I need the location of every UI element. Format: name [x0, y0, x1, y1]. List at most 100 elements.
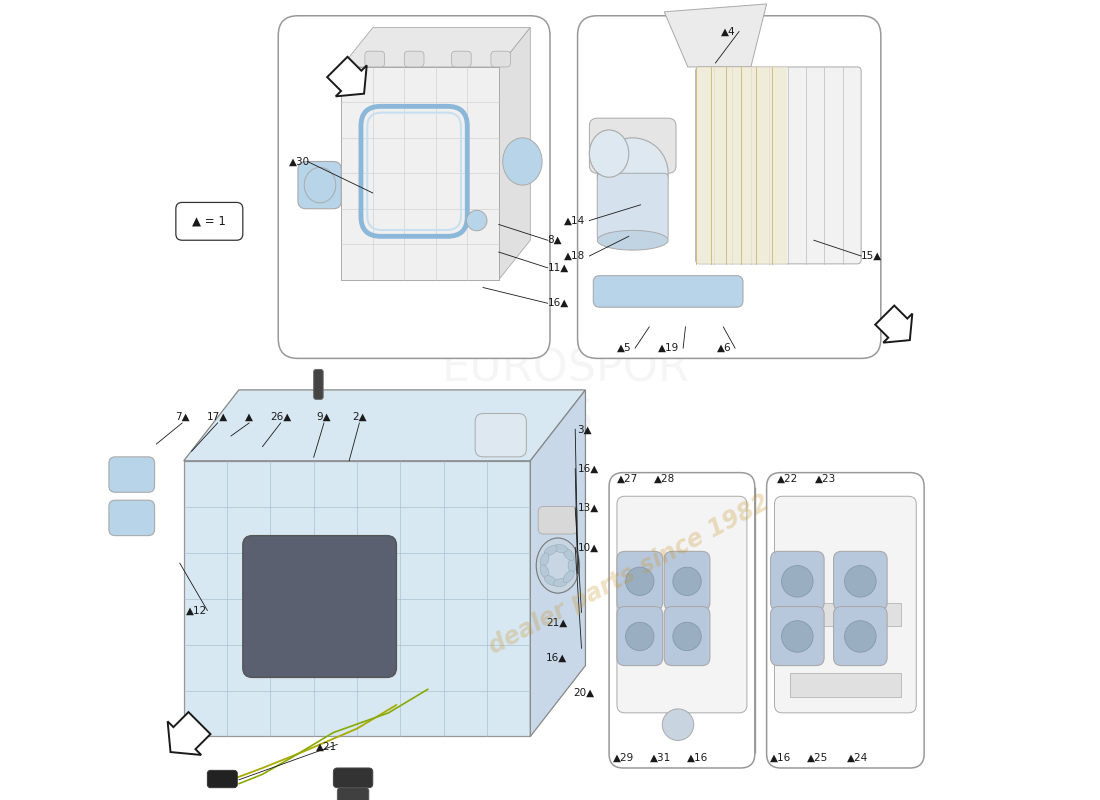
FancyBboxPatch shape	[617, 496, 747, 713]
Polygon shape	[790, 674, 901, 697]
Text: 7▲: 7▲	[175, 411, 189, 422]
FancyBboxPatch shape	[578, 16, 881, 358]
Text: ▲23: ▲23	[815, 474, 836, 484]
FancyBboxPatch shape	[609, 473, 755, 768]
Text: ▲16: ▲16	[688, 753, 708, 762]
Ellipse shape	[553, 578, 568, 586]
Text: ▲19: ▲19	[658, 343, 679, 353]
FancyBboxPatch shape	[593, 276, 743, 307]
Text: ▲28: ▲28	[653, 474, 674, 484]
Text: dealer parts since 1982: dealer parts since 1982	[484, 490, 773, 659]
Text: ▲6: ▲6	[716, 343, 732, 353]
Ellipse shape	[590, 130, 629, 178]
Polygon shape	[327, 57, 366, 96]
Text: 8▲: 8▲	[548, 235, 562, 246]
Text: ▲5: ▲5	[616, 343, 631, 353]
Ellipse shape	[503, 138, 542, 185]
Text: 17▲: 17▲	[207, 411, 228, 422]
FancyBboxPatch shape	[405, 51, 424, 67]
Circle shape	[626, 567, 654, 595]
FancyBboxPatch shape	[664, 606, 710, 666]
Text: ▲12: ▲12	[186, 606, 208, 615]
Text: 2▲: 2▲	[352, 411, 366, 422]
Polygon shape	[184, 390, 585, 461]
FancyBboxPatch shape	[771, 606, 824, 666]
Circle shape	[782, 621, 813, 652]
Circle shape	[662, 709, 694, 741]
Ellipse shape	[540, 565, 549, 578]
Circle shape	[673, 567, 701, 595]
Text: ▲30: ▲30	[288, 157, 310, 166]
Ellipse shape	[568, 558, 576, 573]
Text: 20▲: 20▲	[573, 688, 595, 698]
Ellipse shape	[597, 138, 668, 209]
Circle shape	[466, 210, 487, 230]
Text: 26▲: 26▲	[270, 411, 292, 422]
FancyBboxPatch shape	[298, 162, 341, 209]
FancyBboxPatch shape	[617, 606, 662, 666]
Text: ▲27: ▲27	[617, 474, 638, 484]
Text: ▲24: ▲24	[847, 753, 868, 762]
Circle shape	[626, 622, 654, 650]
Polygon shape	[876, 306, 912, 342]
Circle shape	[845, 621, 876, 652]
Ellipse shape	[544, 546, 558, 555]
FancyBboxPatch shape	[834, 606, 887, 666]
Polygon shape	[790, 602, 901, 626]
FancyBboxPatch shape	[333, 768, 373, 788]
Text: 16▲: 16▲	[578, 464, 598, 474]
FancyBboxPatch shape	[617, 551, 662, 610]
FancyBboxPatch shape	[695, 67, 861, 264]
Text: 15▲: 15▲	[861, 251, 882, 261]
FancyBboxPatch shape	[475, 414, 527, 457]
Polygon shape	[530, 390, 585, 737]
Text: ▲29: ▲29	[613, 753, 634, 762]
FancyBboxPatch shape	[774, 496, 916, 713]
FancyBboxPatch shape	[314, 370, 323, 399]
Polygon shape	[341, 27, 530, 67]
Text: EUROSPOR
TS: EUROSPOR TS	[442, 347, 690, 440]
Ellipse shape	[563, 549, 574, 561]
Text: ▲22: ▲22	[778, 474, 799, 484]
FancyBboxPatch shape	[365, 51, 385, 67]
FancyBboxPatch shape	[451, 51, 471, 67]
FancyBboxPatch shape	[176, 202, 243, 240]
Polygon shape	[184, 461, 530, 737]
FancyBboxPatch shape	[590, 118, 676, 174]
Text: 13▲: 13▲	[578, 503, 598, 513]
FancyBboxPatch shape	[491, 51, 510, 67]
FancyBboxPatch shape	[278, 16, 550, 358]
Text: ▲4: ▲4	[720, 26, 735, 37]
Ellipse shape	[563, 570, 574, 582]
Text: 10▲: 10▲	[578, 542, 598, 553]
Text: 3▲: 3▲	[578, 424, 592, 434]
FancyBboxPatch shape	[767, 473, 924, 768]
FancyBboxPatch shape	[109, 457, 155, 492]
FancyBboxPatch shape	[597, 174, 668, 240]
FancyBboxPatch shape	[664, 551, 710, 610]
Ellipse shape	[540, 553, 549, 566]
FancyBboxPatch shape	[695, 67, 786, 264]
FancyBboxPatch shape	[208, 770, 238, 788]
FancyBboxPatch shape	[109, 500, 155, 536]
Text: 21▲: 21▲	[546, 618, 568, 627]
FancyBboxPatch shape	[771, 551, 824, 610]
Ellipse shape	[597, 230, 668, 250]
FancyBboxPatch shape	[243, 536, 396, 678]
Circle shape	[782, 566, 813, 597]
FancyBboxPatch shape	[538, 506, 578, 534]
Text: 11▲: 11▲	[548, 263, 569, 273]
Ellipse shape	[553, 545, 568, 553]
Ellipse shape	[536, 538, 580, 593]
Text: ▲: ▲	[245, 411, 253, 422]
Ellipse shape	[305, 167, 336, 203]
Text: 16▲: 16▲	[548, 298, 569, 308]
Text: ▲16: ▲16	[770, 753, 791, 762]
Polygon shape	[498, 27, 530, 280]
Polygon shape	[167, 712, 210, 755]
Polygon shape	[341, 67, 498, 280]
Polygon shape	[664, 4, 767, 67]
FancyBboxPatch shape	[834, 551, 887, 610]
Text: 9▲: 9▲	[317, 411, 331, 422]
Text: ▲14: ▲14	[564, 215, 585, 226]
